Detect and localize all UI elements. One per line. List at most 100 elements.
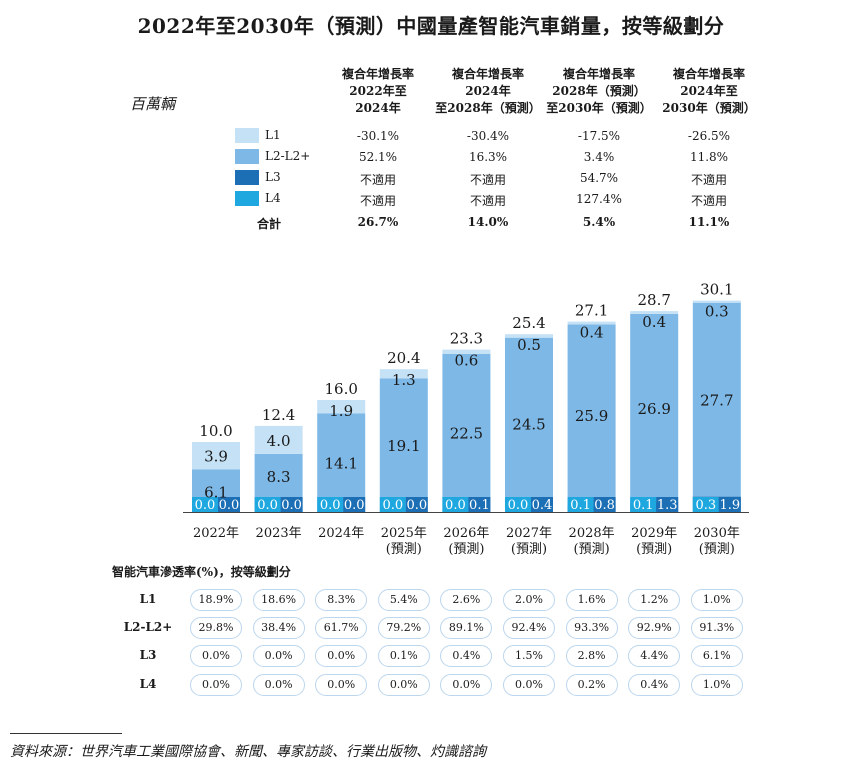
x-tick-label: (預測): [386, 542, 422, 557]
penetration-cell: 0.2%: [565, 674, 618, 696]
l4-data-label: 0.0: [445, 498, 466, 513]
bar-segment-l2-l2+: [630, 313, 679, 503]
x-tick-label: (預測): [636, 542, 672, 557]
cagr-cell: 不適用: [359, 173, 396, 187]
penetration-cell: 93.3%: [565, 617, 618, 639]
l1-data-label: 1.9: [329, 402, 353, 420]
l4-data-label: 0.0: [382, 498, 403, 513]
x-tick-label: 2029年: [631, 526, 677, 541]
total-label: 12.4: [262, 406, 295, 424]
l4-value-box: [379, 497, 406, 512]
l4-data-label: 0.0: [257, 498, 278, 513]
penetration-row-label: L2-L2+: [123, 620, 173, 634]
penetration-cell: 89.1%: [440, 617, 493, 639]
cagr-header-3: 複合年增長率 2028年（預測） 至2030年（預測）: [546, 67, 652, 115]
cagr-cell: 不適用: [469, 194, 506, 208]
l3-value-box: [531, 497, 553, 512]
l1-data-label: 4.0: [267, 432, 291, 450]
x-tick-label: (預測): [699, 542, 735, 557]
l3-value-box: [280, 497, 303, 512]
total-label: 23.3: [450, 330, 483, 348]
penetration-cell: 0.4%: [440, 645, 493, 667]
l4-value-box: [254, 497, 281, 512]
penetration-cell: 0.0%: [190, 645, 242, 667]
penetration-cell: 18.9%: [190, 589, 242, 611]
cagr-cell: -30.4%: [466, 129, 510, 143]
l3-value-box: [405, 497, 428, 512]
l3-value-box: [468, 497, 491, 512]
bar-segment-l2-l2+: [692, 302, 741, 497]
penetration-cell: 0.1%: [377, 645, 430, 667]
bar-segment-l1: [192, 442, 240, 470]
bar-segment-l1: [567, 321, 616, 325]
cagr-total-cell: 11.1%: [688, 215, 730, 229]
l1-data-label: 3.9: [204, 448, 228, 466]
source-note: 資料來源：世界汽車工業國際協會、新聞、專家訪談、行業出版物、灼識諮詢: [10, 744, 486, 760]
x-tick-label: (預測): [574, 542, 610, 557]
l4-data-label: 0.3: [695, 498, 716, 513]
cagr-cell: 不適用: [359, 194, 396, 208]
penetration-cell: 29.8%: [190, 617, 242, 639]
l4-data-label: 0.1: [570, 498, 591, 513]
x-tick-label: 2023年: [256, 526, 302, 541]
x-tick-label: 2026年: [443, 526, 489, 541]
cagr-total-cell: 5.4%: [582, 215, 616, 229]
cagr-cell: -26.5%: [687, 129, 731, 143]
penetration-cell: 92.9%: [628, 617, 681, 639]
penetration-cell: 1.2%: [628, 589, 681, 611]
l4-value-box: [192, 497, 218, 512]
penetration-cell: 0.0%: [252, 645, 305, 667]
page-title: 2022年至2030年（預測）中國量產智能汽車銷量，按等級劃分: [137, 14, 725, 38]
bar-segment-l1: [317, 400, 366, 414]
total-label: 25.4: [512, 314, 545, 332]
bar-segment-l1: [630, 311, 679, 314]
x-tick-label: 2022年: [193, 526, 239, 541]
cagr-cell: -30.1%: [356, 129, 400, 143]
bar-segment-l2-l2+: [442, 353, 491, 512]
penetration-cell: 0.0%: [377, 674, 430, 696]
cagr-total-label: 合計: [257, 217, 282, 231]
l1-data-label: 1.3: [392, 371, 416, 389]
legend-label: L3: [265, 170, 281, 184]
legend-label: L1: [265, 128, 281, 142]
cagr-cell: 52.1%: [358, 150, 398, 164]
penetration-cell: 4.4%: [628, 645, 681, 667]
total-label: 27.1: [575, 302, 608, 320]
l2-data-label: 19.1: [387, 437, 420, 455]
penetration-cell: 2.6%: [440, 589, 493, 611]
penetration-cell: 91.3%: [690, 617, 743, 639]
legend-swatch: [235, 149, 259, 164]
cagr-header-4: 複合年增長率 2024年至 2030年（預測）: [662, 67, 756, 115]
bar-segment-l2-l2+: [317, 413, 366, 512]
penetration-cell: 18.6%: [252, 589, 305, 611]
legend-swatch: [235, 128, 259, 143]
bar-segment-l1: [254, 425, 303, 454]
x-tick-label: 2025年: [381, 526, 427, 541]
total-label: 28.7: [637, 291, 670, 309]
cagr-cell: 127.4%: [576, 192, 622, 206]
cagr-cell: 3.4%: [583, 150, 615, 164]
legend-label: L4: [265, 191, 281, 205]
penetration-cell: 0.0%: [315, 645, 368, 667]
total-label: 10.0: [199, 422, 232, 440]
penetration-cell: 0.4%: [628, 674, 681, 696]
l3-data-label: 1.3: [657, 498, 678, 513]
x-tick-label: 2027年: [506, 526, 552, 541]
cagr-header-1: 複合年增長率 2022年至 2024年: [341, 67, 414, 115]
penetration-row-label: L3: [139, 648, 157, 662]
l3-data-label: 0.8: [594, 498, 615, 513]
l4-value-box: [442, 497, 469, 512]
l2-data-label: 27.7: [700, 392, 733, 410]
penetration-cell: 5.4%: [377, 589, 430, 611]
penetration-cell: 1.0%: [690, 589, 743, 611]
l2-data-label: 26.9: [637, 400, 670, 418]
penetration-cell: 8.3%: [315, 589, 368, 611]
cagr-cell: -17.5%: [577, 129, 621, 143]
l3-data-label: 1.9: [719, 498, 740, 513]
cagr-cell: 不適用: [690, 173, 727, 187]
l2-data-label: 6.1: [204, 483, 228, 501]
l4-value-box: [630, 497, 657, 512]
bar-segment-l1: [379, 369, 428, 379]
l4-value-box: [567, 497, 594, 512]
penetration-cell: 0.0%: [190, 674, 242, 696]
